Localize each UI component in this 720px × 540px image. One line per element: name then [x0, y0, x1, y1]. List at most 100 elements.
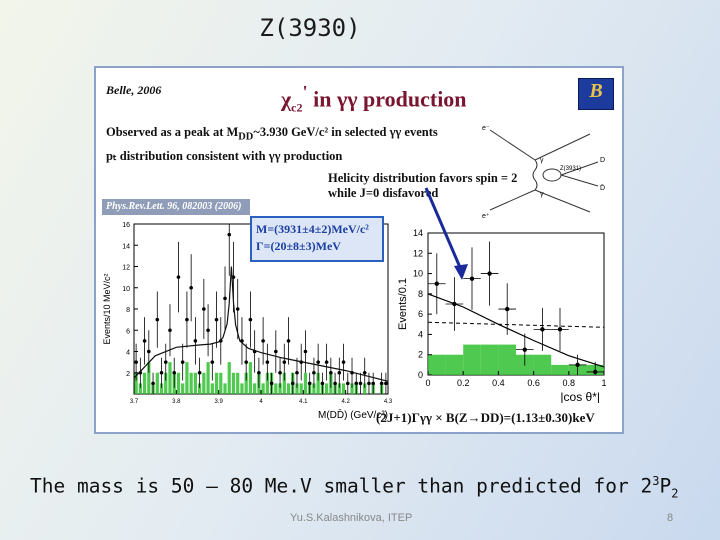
cos-data-point	[593, 369, 598, 375]
mass-background-bar	[159, 383, 164, 394]
slide-title: Z(3930)	[259, 14, 361, 42]
mass-data-point	[384, 381, 388, 386]
mass-data-point	[210, 360, 215, 364]
cos-x-axis-label: |cos θ*|	[560, 390, 600, 403]
obs-part-b: ~3.930 GeV/c² in selected γγ events	[253, 125, 438, 139]
mass-background-bar	[303, 372, 308, 394]
mass-data-point	[185, 317, 189, 322]
mass-background-bar	[325, 383, 329, 394]
logo-letter: B	[589, 80, 603, 102]
caption-sup: 3	[652, 474, 660, 488]
mass-background-bar	[198, 383, 202, 394]
mass-x-tick-label: 4.3	[384, 399, 393, 405]
mass-background-bar	[164, 372, 168, 394]
cos-background-bar	[533, 354, 552, 375]
reference-badge[interactable]: Phys.Rev.Lett. 96, 082003 (2006)	[102, 199, 250, 215]
mass-background-bar	[278, 383, 282, 394]
mass-data-point	[379, 381, 384, 386]
mass-data-point	[345, 381, 350, 386]
cos-y-tick-label: 8	[418, 289, 423, 299]
mass-background-bar	[202, 372, 206, 394]
mass-data-point	[295, 370, 299, 375]
heading-sub: c2	[291, 100, 303, 115]
mass-data-point	[278, 370, 282, 375]
mass-background-bar	[337, 383, 341, 394]
mass-data-point	[159, 370, 164, 375]
mass-data-point	[341, 360, 346, 364]
mass-spectrum-chart: 2 4 6 8 10 12 14 16 3.7 3.8 3.9 4 4.1 4.2 4.3 M(DD̄) (G…	[102, 222, 393, 421]
mass-background-bar	[248, 362, 253, 394]
mass-data-point	[324, 360, 329, 364]
mass-data-point	[235, 307, 240, 311]
cos-data-point	[434, 281, 439, 286]
cos-background-bar	[445, 354, 464, 375]
mass-background-bar	[168, 362, 172, 394]
cos-data-point	[557, 327, 563, 332]
mass-data-point	[189, 285, 193, 290]
mass-background-bar	[219, 372, 223, 394]
caption-text: The mass is 50 – 80 Me.V smaller than pr…	[30, 474, 653, 498]
helicity-line-2: while J=0 disfavored	[328, 186, 439, 200]
obs-part-sub: DD	[238, 131, 254, 143]
feynman-diagram: e⁻ e⁺ D D̄ γ γ Z(3931)	[482, 125, 605, 220]
cos-x-tick-label: 1	[601, 378, 606, 388]
feyn-label-dbar: D̄	[600, 184, 605, 192]
mass-data-point	[312, 370, 316, 375]
mass-data-point	[168, 328, 172, 333]
mass-line: M=(3931±4±2)MeV/c²	[256, 222, 369, 236]
cos-data-point	[522, 347, 527, 352]
cos-data-point	[452, 301, 457, 307]
mass-data-point	[286, 339, 291, 343]
mass-background-bar	[253, 383, 257, 394]
mass-background-bar	[316, 372, 320, 394]
mass-data-point	[261, 339, 265, 343]
mass-data-point	[206, 328, 210, 333]
cos-data-point	[469, 276, 475, 281]
mass-background-bar	[363, 383, 367, 394]
mass-background-bar	[147, 362, 151, 394]
cos-y-tick-label: 4	[418, 329, 423, 339]
helicity-angle-chart: 0 2 4 6 8 10 12 14 0 0.2 0.4 0.6 0.8 1|cos θ*| Events/…	[397, 228, 607, 403]
heading-sup: '	[302, 82, 308, 102]
caption-sub: 2	[671, 486, 679, 501]
figure-panel: Belle, 2006 χc2' in γγ production B Obse…	[94, 66, 624, 434]
mass-background-bar	[189, 372, 193, 394]
mass-background-bar	[185, 362, 189, 394]
mass-data-point	[151, 381, 155, 386]
cos-background-bar	[463, 344, 481, 375]
mass-data-point	[290, 381, 295, 386]
footer-author: Yu.S.Kalashnikova, ITEP	[290, 512, 413, 524]
mass-data-point	[358, 381, 363, 386]
cos-data-point	[505, 306, 510, 312]
mass-background-bar	[214, 372, 219, 394]
cos-y-tick-label: 2	[418, 350, 423, 360]
figure-heading: χc2' in γγ production	[281, 82, 467, 116]
mass-data-point	[202, 307, 206, 311]
mass-background-bar	[261, 383, 265, 394]
mass-data-point	[274, 349, 278, 354]
mass-data-point	[155, 317, 160, 322]
mass-background-bar	[265, 372, 269, 394]
mass-y-tick-label: 8	[126, 307, 130, 314]
mass-background-bar	[210, 383, 214, 394]
cos-x-tick-label: 0	[425, 378, 430, 388]
mass-x-tick-label: 3.7	[130, 399, 139, 405]
width-formula: (2J+1)Γγγ × B(Z→DD)=(1.13±0.30)keV	[376, 410, 595, 425]
mass-data-point	[223, 296, 227, 301]
mass-background-bar	[350, 383, 354, 394]
heading-chi: χ	[281, 86, 292, 112]
cos-spin2-curve	[427, 293, 605, 368]
cos-x-tick-label: 0.6	[527, 378, 540, 388]
mass-data-point	[307, 381, 312, 386]
mass-x-tick-label: 3.9	[214, 399, 223, 405]
mass-background-bar	[236, 372, 240, 394]
mass-data-point	[265, 360, 270, 364]
mass-data-point	[316, 360, 320, 364]
mass-background-bar	[299, 383, 303, 394]
mass-background-bar	[240, 383, 244, 394]
mass-x-tick-label: 4	[259, 399, 263, 405]
cos-background-bar	[498, 344, 516, 375]
mass-data-point	[257, 370, 261, 375]
cos-x-tick-label: 0.8	[563, 378, 576, 388]
feyn-label-d: D	[600, 157, 605, 164]
